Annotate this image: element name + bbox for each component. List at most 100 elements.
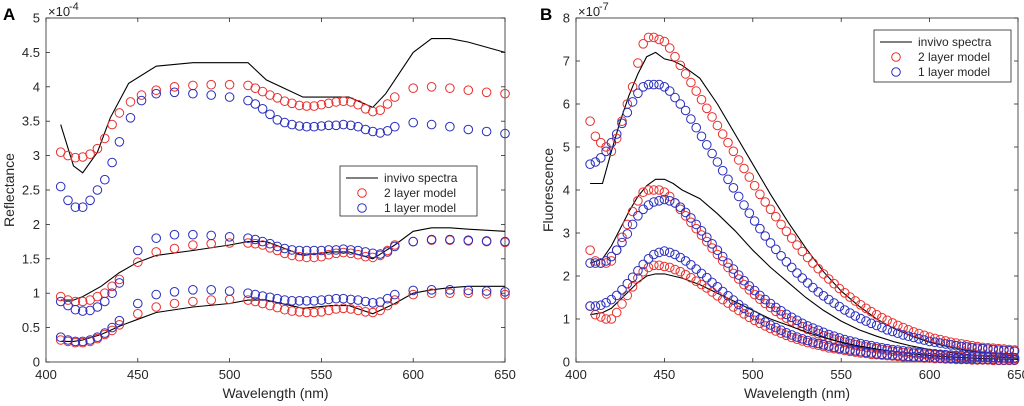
one-layer-model-point — [353, 245, 363, 256]
one-layer-model-point — [983, 352, 993, 362]
one-layer-model-point — [654, 247, 664, 258]
one-layer-model-point — [723, 258, 733, 268]
one-layer-model-point — [707, 148, 717, 159]
one-layer-model-point — [702, 232, 712, 243]
two-layer-model-point — [55, 335, 66, 345]
two-layer-model-point — [728, 302, 739, 312]
one-layer-model-point — [316, 245, 327, 256]
one-layer-model-point — [808, 337, 818, 348]
panel-a-reflectance: A 400 450 500 550 600 650 0 0.5 1 1.5 2 2.5 3 3.5 4 4.5 5… — [1, 1, 516, 401]
one-layer-model-point — [481, 236, 492, 246]
two-layer-model-point — [323, 249, 334, 260]
one-layer-model-point — [866, 348, 877, 358]
two-layer-model-point — [680, 69, 691, 79]
two-layer-model-point — [696, 230, 707, 240]
one-layer-model-point — [760, 231, 771, 241]
one-layer-model-point — [590, 301, 601, 311]
two-layer-model-point — [206, 79, 216, 90]
one-layer-model-point — [649, 79, 659, 90]
one-layer-model-point — [601, 297, 611, 308]
legend-two-layer-swatch — [357, 188, 367, 198]
one-layer-model-point — [638, 82, 649, 92]
two-layer-model-point — [824, 274, 834, 284]
two-layer-model-point — [368, 307, 378, 318]
one-layer-model-point — [368, 126, 378, 137]
two-layer-model-point — [481, 289, 492, 299]
one-layer-model-point — [739, 200, 749, 210]
one-layer-model-point — [188, 88, 198, 99]
one-layer-model-point — [338, 293, 349, 304]
two-layer-model-point — [696, 279, 707, 290]
two-layer-model-point — [802, 324, 813, 335]
invivo-spectra-line — [60, 38, 506, 174]
one-layer-model-point — [633, 211, 643, 221]
one-layer-model-point — [696, 226, 707, 236]
one-layer-model-point — [691, 264, 702, 274]
two-layer-model-point — [866, 306, 877, 317]
two-layer-model-point — [633, 58, 643, 68]
two-layer-model-point — [691, 276, 702, 287]
one-layer-model-point — [802, 278, 813, 288]
one-layer-model-point — [786, 312, 797, 323]
one-layer-model-point — [930, 337, 940, 348]
legend-one-layer-swatch — [357, 203, 367, 213]
one-layer-model-point — [250, 234, 261, 245]
two-layer-model-point — [861, 303, 871, 314]
two-layer-model-point — [680, 211, 691, 221]
two-layer-model-point — [445, 83, 455, 93]
one-layer-model-point — [63, 335, 73, 345]
one-layer-model-point — [675, 202, 686, 212]
two-layer-model-point — [776, 309, 786, 320]
one-layer-model-point — [287, 245, 297, 255]
one-layer-model-point — [590, 258, 601, 268]
one-layer-model-point — [257, 104, 268, 114]
one-layer-model-point — [733, 191, 744, 202]
x-tick-label: 550 — [311, 367, 333, 382]
two-layer-model-point — [188, 296, 198, 307]
two-layer-model-point — [675, 60, 686, 71]
two-layer-model-point — [279, 304, 290, 315]
two-layer-model-point — [622, 290, 633, 301]
one-layer-model-point — [63, 300, 73, 311]
one-layer-model-point — [818, 327, 829, 338]
one-layer-model-point — [760, 317, 771, 327]
y-scale-exponent: -7 — [599, 1, 609, 13]
one-layer-model-point — [988, 354, 999, 365]
two-layer-model-point — [786, 332, 797, 343]
two-layer-model-point — [808, 326, 818, 337]
one-layer-model-point — [346, 120, 356, 131]
two-layer-model-point — [723, 262, 733, 273]
one-layer-model-point — [903, 351, 914, 362]
two-layer-model-point — [375, 105, 386, 115]
two-layer-model-point — [107, 119, 117, 130]
y-scale-label: ×10 — [48, 4, 70, 19]
two-layer-model-point — [956, 339, 967, 349]
one-layer-model-point — [390, 289, 400, 300]
one-layer-model-point — [797, 334, 808, 344]
one-layer-model-point — [265, 109, 275, 120]
two-layer-model-point — [85, 149, 95, 159]
one-layer-model-point — [813, 325, 824, 336]
one-layer-model-point — [426, 285, 437, 295]
one-layer-model-point — [107, 157, 117, 168]
two-layer-model-point — [744, 312, 755, 323]
one-layer-model-point — [250, 289, 261, 300]
two-layer-model-point — [792, 240, 802, 250]
one-layer-model-point — [845, 308, 855, 318]
two-layer-model-point — [712, 249, 723, 260]
one-layer-model-point — [481, 286, 492, 296]
two-layer-model-point — [755, 189, 765, 200]
one-layer-model-point — [829, 298, 839, 308]
one-layer-model-point — [224, 232, 235, 242]
y-tick-label: 0 — [33, 355, 40, 370]
one-layer-model-point — [999, 352, 1009, 363]
one-layer-model-point — [882, 349, 893, 360]
one-layer-model-point — [670, 198, 680, 208]
two-layer-model-point — [649, 260, 659, 271]
one-layer-model-point — [188, 285, 198, 295]
one-layer-model-point — [125, 113, 136, 123]
two-layer-model-point — [188, 240, 198, 250]
one-layer-model-point — [445, 121, 455, 132]
one-layer-model-point — [316, 121, 327, 131]
